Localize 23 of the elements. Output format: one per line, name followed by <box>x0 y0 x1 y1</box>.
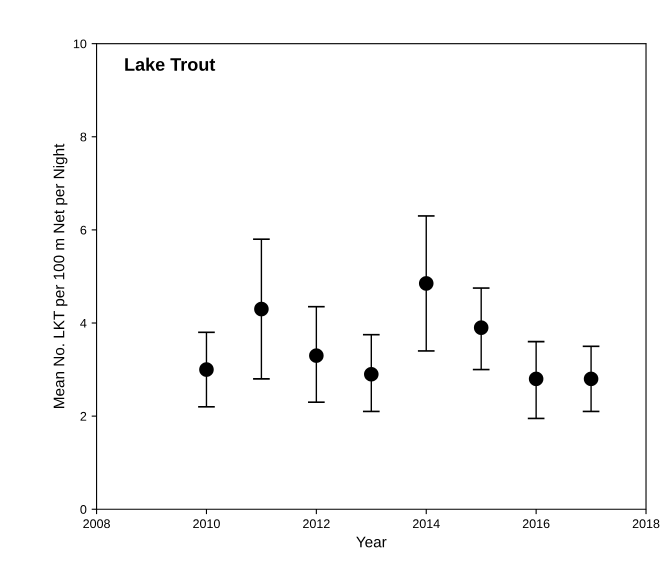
y-axis-title: Mean No. LKT per 100 m Net per Night <box>53 144 68 408</box>
y-tick-label: 6 <box>80 226 86 235</box>
point <box>309 348 324 363</box>
y-tick-label: 2 <box>80 412 86 421</box>
point <box>199 362 214 377</box>
point <box>584 372 598 386</box>
point <box>418 276 434 291</box>
point <box>474 320 488 335</box>
point <box>364 366 379 382</box>
point <box>528 372 544 386</box>
x-tick-label: 2008 <box>83 519 110 528</box>
text: Lake Trout <box>125 58 216 71</box>
x-tick-label: 2018 <box>632 519 660 528</box>
y-tick-label: 10 <box>74 39 86 48</box>
y-tick-label: 0 <box>80 505 86 514</box>
x-tick-label: 2010 <box>193 519 220 528</box>
x-tick-label: 2014 <box>412 519 440 528</box>
y-tick-label: 4 <box>80 318 86 328</box>
x-axis-title: Year <box>356 536 386 548</box>
x-tick-label: 2012 <box>303 519 330 528</box>
x-tick-label: 2016 <box>522 519 550 528</box>
y-tick-label: 8 <box>80 132 86 142</box>
point <box>254 302 269 316</box>
